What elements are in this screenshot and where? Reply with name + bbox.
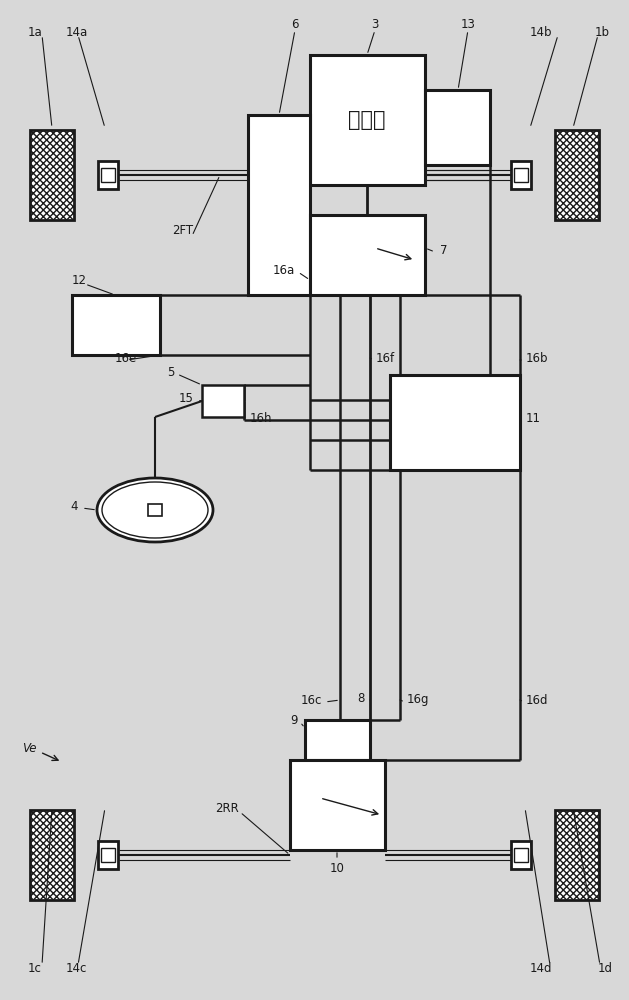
Text: 14d: 14d xyxy=(530,962,552,974)
Bar xyxy=(290,760,385,850)
Bar xyxy=(202,385,244,417)
Text: 14b: 14b xyxy=(530,25,552,38)
Text: 16f: 16f xyxy=(376,352,395,364)
Text: 15: 15 xyxy=(179,391,194,404)
Bar xyxy=(98,161,118,189)
Text: 16d: 16d xyxy=(526,694,548,706)
Text: Ve: Ve xyxy=(22,742,36,754)
Bar xyxy=(555,130,599,220)
Text: 12: 12 xyxy=(72,273,87,286)
Bar xyxy=(101,848,115,862)
Ellipse shape xyxy=(102,482,208,538)
Bar xyxy=(390,375,520,470)
Text: 16b: 16b xyxy=(526,352,548,364)
Text: 16c: 16c xyxy=(301,694,322,706)
Bar xyxy=(514,848,528,862)
Text: 13: 13 xyxy=(460,18,476,31)
Bar xyxy=(425,90,490,165)
Bar xyxy=(511,161,531,189)
Text: 14c: 14c xyxy=(66,962,87,974)
Text: 10: 10 xyxy=(330,861,345,874)
Bar xyxy=(148,504,162,516)
Text: 1a: 1a xyxy=(28,25,43,38)
Text: 6: 6 xyxy=(291,18,299,31)
Text: 9: 9 xyxy=(291,714,298,726)
Bar xyxy=(310,215,425,295)
Text: 16e: 16e xyxy=(115,352,137,364)
Bar xyxy=(248,115,310,295)
Text: 3: 3 xyxy=(371,18,379,31)
Bar xyxy=(30,130,74,220)
Text: 5: 5 xyxy=(167,365,174,378)
Text: 8: 8 xyxy=(358,692,365,704)
Text: 1c: 1c xyxy=(28,962,42,974)
Text: 4: 4 xyxy=(70,500,78,514)
Text: 7: 7 xyxy=(440,243,447,256)
Bar xyxy=(98,841,118,869)
Text: 1d: 1d xyxy=(598,962,613,974)
Text: 14a: 14a xyxy=(66,25,88,38)
Bar xyxy=(310,55,425,185)
Text: 16g: 16g xyxy=(407,694,430,706)
Text: 发动机: 发动机 xyxy=(348,110,386,130)
Text: 16h: 16h xyxy=(250,412,272,424)
Bar xyxy=(30,810,74,900)
Bar xyxy=(555,810,599,900)
Bar xyxy=(305,720,370,760)
Text: 11: 11 xyxy=(526,412,541,424)
Text: 2RR: 2RR xyxy=(215,802,239,814)
Bar xyxy=(72,295,160,355)
Text: 2FT: 2FT xyxy=(172,224,193,236)
Bar xyxy=(511,841,531,869)
Bar xyxy=(514,168,528,182)
Bar xyxy=(101,168,115,182)
Ellipse shape xyxy=(97,478,213,542)
Text: 16a: 16a xyxy=(273,263,295,276)
Text: 1b: 1b xyxy=(595,25,610,38)
